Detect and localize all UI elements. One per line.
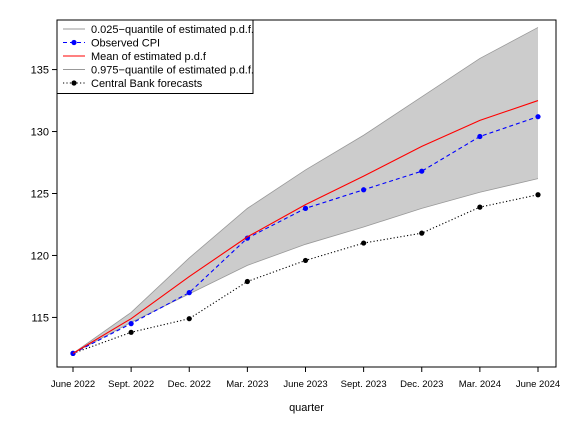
- observed-cpi-point: [244, 235, 250, 241]
- legend-label: 0.975−quantile of estimated p.d.f.: [91, 65, 254, 77]
- y-tick-label: 115: [31, 312, 49, 324]
- legend-marker: [71, 39, 77, 46]
- legend: 0.025−quantile of estimated p.d.f. Observ…: [56, 19, 254, 94]
- central-bank-forecasts-point: [477, 204, 483, 210]
- legend-marker: [71, 80, 77, 86]
- central-bank-forecasts-point: [419, 230, 425, 236]
- central-bank-forecasts-point: [535, 192, 541, 198]
- observed-cpi-point: [302, 205, 309, 211]
- observed-cpi-point: [361, 187, 367, 193]
- y-tick-label: 130: [31, 127, 49, 139]
- observed-cpi-point: [186, 290, 192, 296]
- x-tick-label: Mar. 2024: [459, 379, 501, 390]
- legend-label: Mean of estimated p.d.f: [91, 51, 207, 63]
- central-bank-forecasts-point: [302, 257, 309, 264]
- mean-of-estimated-p-d-f-line: [72, 100, 539, 354]
- observed-cpi-point: [477, 133, 483, 140]
- central-bank-forecasts-point: [244, 278, 250, 285]
- x-axis: June 2022 Sept. 2022 Dec. 2022 Mar. 2023 Jun…: [51, 367, 560, 390]
- x-tick-label: June 2023: [283, 379, 327, 390]
- quantile-band-fill: [73, 27, 538, 354]
- y-tick-label: 125: [31, 189, 49, 201]
- central-bank-forecasts-point: [186, 316, 192, 322]
- observed-cpi-point: [419, 168, 425, 174]
- central-bank-forecasts-point: [361, 240, 367, 246]
- x-tick-label: June 2024: [516, 379, 560, 390]
- legend-label: 0.025−quantile of estimated p.d.f.: [91, 24, 254, 36]
- observed-cpi-point: [128, 321, 134, 327]
- x-axis-title: quarter: [289, 402, 324, 414]
- upper-quantile-line: [72, 27, 539, 354]
- y-tick-label: 135: [31, 65, 49, 77]
- x-tick-label: Dec. 2023: [400, 379, 443, 390]
- y-axis: 115 120 125 130 135: [31, 65, 57, 324]
- series-layer: [70, 100, 541, 356]
- x-tick-label: Sept. 2023: [341, 379, 387, 390]
- legend-box: [56, 19, 254, 94]
- central-bank-forecasts-point: [128, 329, 134, 335]
- legend-label: Central Bank forecasts: [91, 78, 203, 90]
- x-tick-label: Mar. 2023: [226, 379, 268, 390]
- y-tick-label: 120: [31, 250, 49, 262]
- x-tick-label: Dec. 2022: [168, 379, 211, 390]
- observed-cpi-point: [535, 114, 541, 120]
- legend-label: Observed CPI: [91, 38, 160, 50]
- x-tick-label: June 2022: [51, 379, 95, 390]
- x-tick-label: Sept. 2022: [108, 379, 154, 390]
